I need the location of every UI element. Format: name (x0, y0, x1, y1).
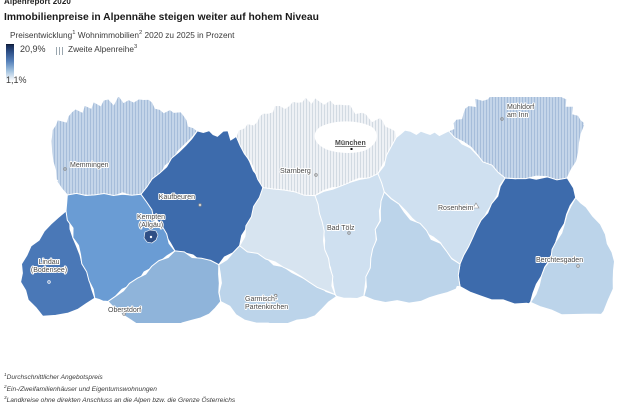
svg-text:Kempten: Kempten (137, 214, 165, 221)
svg-text:München: München (335, 140, 366, 147)
svg-text:(Allgäu): (Allgäu) (139, 222, 163, 229)
svg-text:Lindau: Lindau (38, 259, 59, 266)
svg-text:(Bodensee): (Bodensee) (31, 267, 67, 274)
svg-text:Mühldorf: Mühldorf (507, 104, 534, 111)
svg-text:Starnberg: Starnberg (280, 168, 311, 175)
svg-text:Rosenheim: Rosenheim (438, 205, 474, 212)
svg-text:am Inn: am Inn (507, 112, 529, 119)
svg-text:Bad Tölz: Bad Tölz (327, 225, 355, 232)
svg-text:Garmisch-: Garmisch- (245, 296, 278, 303)
svg-text:Oberstdorf: Oberstdorf (108, 307, 141, 314)
svg-text:Kaufbeuren: Kaufbeuren (159, 194, 195, 201)
svg-text:Partenkirchen: Partenkirchen (245, 304, 288, 311)
svg-text:Berchtesgaden: Berchtesgaden (536, 257, 583, 264)
svg-text:Memmingen: Memmingen (70, 162, 109, 169)
